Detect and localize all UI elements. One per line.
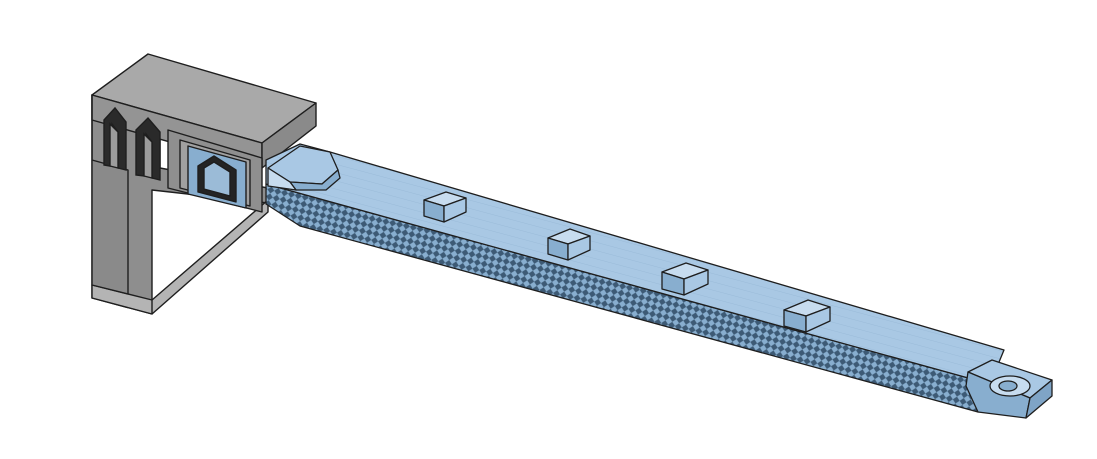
blue-sliding-rail[interactable] — [265, 143, 1005, 413]
housing-arch-cutouts — [103, 106, 161, 181]
housing-window — [167, 129, 263, 213]
rib-3 — [661, 262, 709, 296]
rail-top-face — [265, 143, 1005, 385]
rib-1 — [423, 191, 467, 223]
mounting-tab-with-hole[interactable] — [965, 359, 1053, 419]
rib-4 — [783, 299, 831, 333]
housing-left-panel — [91, 94, 129, 295]
rail-knurled-side — [265, 183, 991, 413]
rail-ribs — [423, 191, 831, 333]
rib-2 — [547, 228, 591, 261]
